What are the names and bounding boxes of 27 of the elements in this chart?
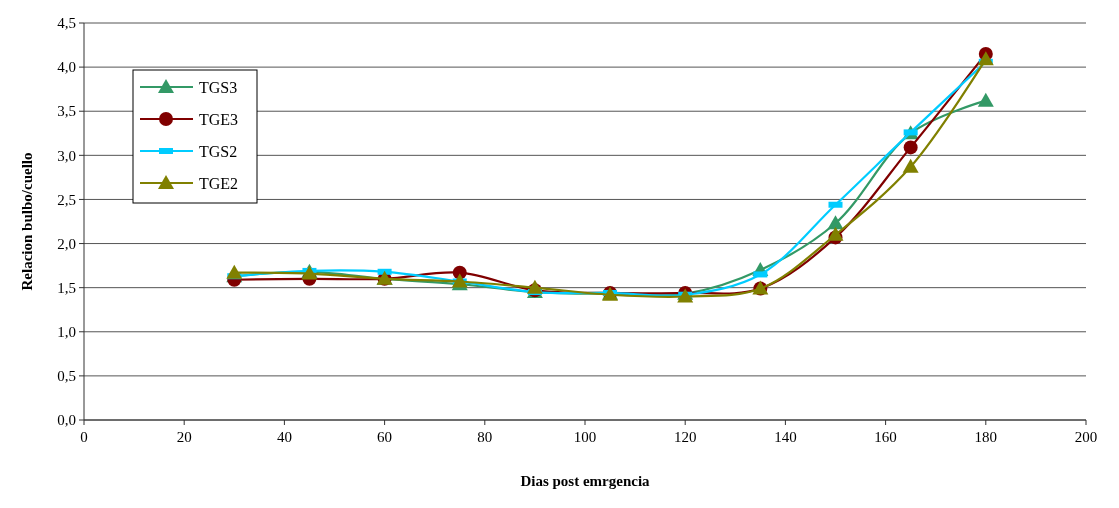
legend-label: TGE3 [199,110,239,128]
x-tick-label: 180 [974,429,998,445]
y-tick-label: 0,0 [57,412,76,429]
x-axis-title: Dias post emrgencia [520,473,651,489]
y-tick-label: 2,0 [57,235,76,252]
y-tick-label: 0,5 [57,368,76,385]
legend-label: TGE2 [199,174,239,192]
y-tick-label: 2,5 [57,191,76,208]
x-tick-label: 0 [80,429,88,445]
x-tick-label: 160 [874,429,897,445]
x-tick-label: 100 [573,429,597,445]
y-tick-label: 3,5 [57,103,76,120]
x-tick-label: 200 [1074,429,1098,445]
legend-label: TGS2 [199,142,238,160]
y-tick-label: 1,5 [57,279,76,296]
y-tick-label: 4,0 [57,59,76,76]
x-tick-label: 140 [774,429,797,445]
x-tick-label: 40 [276,429,292,445]
x-tick-label: 20 [176,429,192,445]
y-tick-label: 4,5 [57,15,76,32]
y-tick-label: 1,0 [57,324,76,341]
y-axis-title: Relacion bulbo/cuello [19,152,35,291]
x-tick-label: 120 [673,429,697,445]
x-tick-label: 80 [477,429,493,445]
legend-label: TGS3 [199,78,238,96]
x-tick-label: 60 [377,429,393,445]
y-tick-label: 3,0 [57,147,76,164]
